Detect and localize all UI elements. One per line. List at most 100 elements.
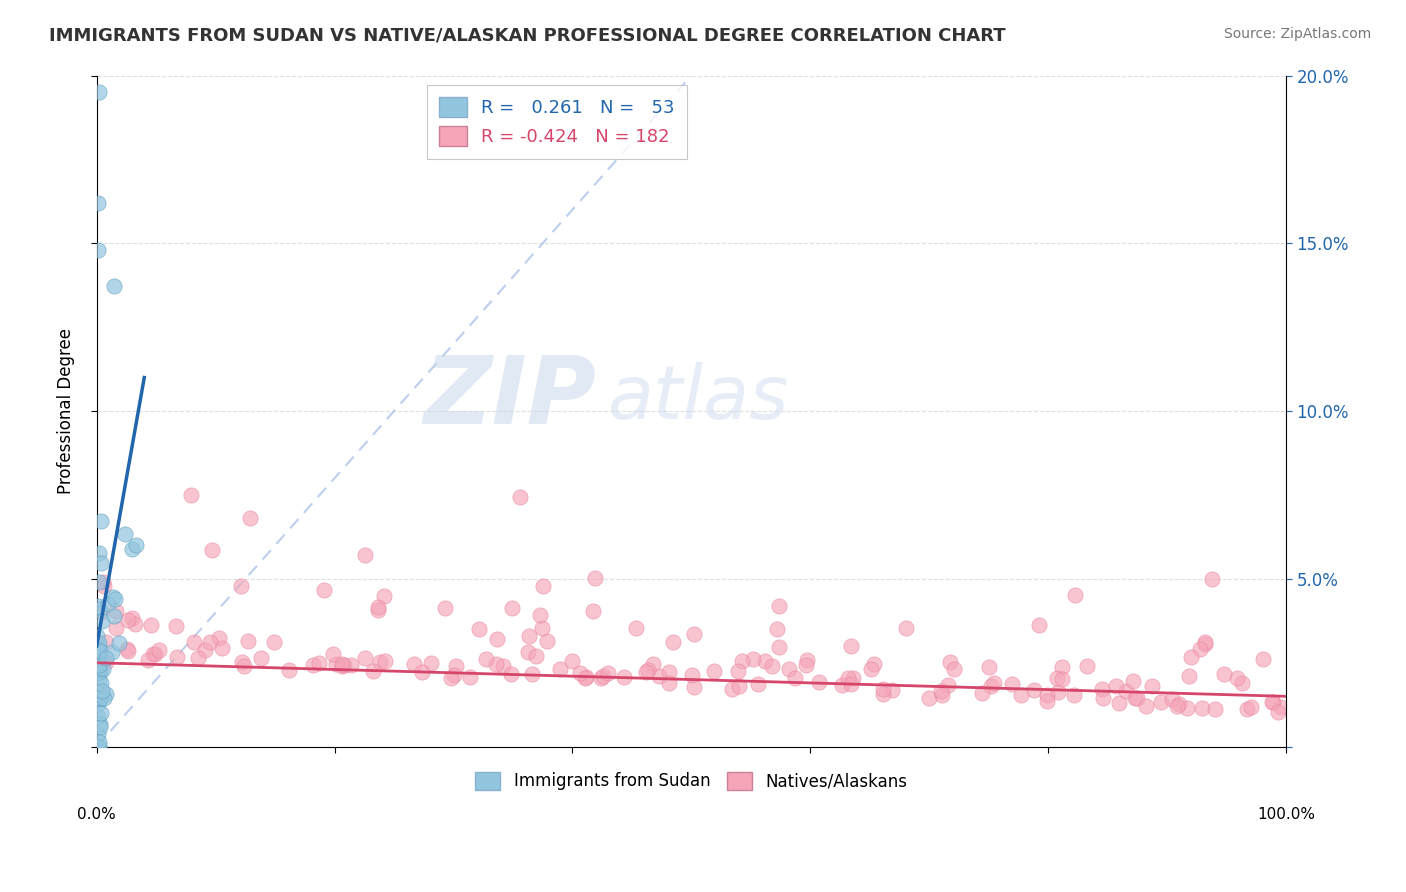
- Point: [931, 688, 953, 702]
- Point: [89, 665, 111, 679]
- Point: [778, 662, 800, 676]
- Point: [101, 645, 124, 659]
- Point: [492, 659, 515, 673]
- Point: [89, 691, 111, 706]
- Point: [1150, 695, 1173, 709]
- Point: [308, 657, 330, 671]
- Point: [301, 658, 323, 673]
- Point: [141, 618, 163, 632]
- Point: [896, 622, 918, 636]
- Point: [87, 599, 110, 613]
- Point: [1230, 675, 1253, 690]
- Point: [859, 662, 882, 676]
- Point: [929, 684, 952, 698]
- Point: [658, 665, 681, 680]
- Point: [1123, 690, 1146, 705]
- Point: [524, 648, 547, 663]
- Point: [94, 650, 117, 665]
- Point: [747, 677, 769, 691]
- Point: [643, 657, 665, 672]
- Point: [880, 683, 903, 698]
- Point: [1267, 705, 1289, 719]
- Point: [404, 657, 426, 671]
- Point: [613, 670, 636, 684]
- Point: [1191, 701, 1213, 715]
- Point: [517, 629, 540, 643]
- Point: [236, 633, 259, 648]
- Point: [89, 739, 111, 753]
- Point: [703, 664, 725, 678]
- Point: [808, 675, 831, 690]
- Point: [1178, 669, 1201, 683]
- Point: [361, 665, 384, 679]
- Point: [374, 654, 396, 668]
- Point: [333, 658, 356, 673]
- Point: [1166, 698, 1188, 713]
- Point: [1122, 674, 1144, 689]
- Point: [443, 668, 465, 682]
- Point: [211, 641, 233, 656]
- Point: [94, 687, 117, 701]
- Point: [87, 575, 110, 590]
- Point: [574, 671, 596, 685]
- Point: [86, 665, 108, 680]
- Point: [536, 634, 558, 648]
- Point: [1188, 642, 1211, 657]
- Point: [89, 720, 111, 734]
- Point: [474, 652, 496, 666]
- Point: [89, 660, 111, 674]
- Point: [1142, 680, 1164, 694]
- Point: [91, 683, 114, 698]
- Text: ZIP: ZIP: [423, 351, 596, 443]
- Point: [634, 665, 657, 679]
- Point: [862, 657, 884, 672]
- Y-axis label: Professional Degree: Professional Degree: [58, 328, 75, 494]
- Point: [1028, 618, 1050, 632]
- Point: [87, 693, 110, 707]
- Point: [1201, 572, 1223, 586]
- Point: [142, 648, 165, 662]
- Point: [979, 660, 1001, 674]
- Point: [90, 690, 112, 705]
- Point: [231, 579, 253, 593]
- Point: [796, 653, 818, 667]
- Point: [1236, 701, 1258, 715]
- Point: [87, 638, 110, 652]
- Point: [87, 727, 110, 741]
- Point: [97, 597, 120, 611]
- Point: [330, 657, 353, 672]
- Point: [529, 607, 551, 622]
- Point: [1076, 659, 1098, 673]
- Point: [143, 647, 166, 661]
- Point: [1261, 695, 1284, 709]
- Point: [550, 662, 572, 676]
- Point: [90, 556, 112, 570]
- Point: [592, 669, 614, 683]
- Point: [233, 659, 256, 673]
- Point: [683, 680, 706, 694]
- Point: [831, 678, 853, 692]
- Point: [117, 613, 139, 627]
- Point: [837, 671, 859, 685]
- Point: [794, 657, 817, 672]
- Point: [87, 673, 110, 688]
- Point: [1091, 681, 1114, 696]
- Point: [468, 622, 491, 636]
- Point: [200, 634, 222, 648]
- Point: [936, 678, 959, 692]
- Point: [125, 538, 148, 552]
- Point: [530, 621, 553, 635]
- Point: [104, 592, 127, 607]
- Point: [1052, 673, 1074, 687]
- Point: [367, 600, 389, 615]
- Point: [1126, 690, 1149, 705]
- Point: [93, 690, 115, 705]
- Point: [1063, 688, 1085, 702]
- Point: [1194, 635, 1216, 649]
- Point: [94, 655, 117, 669]
- Point: [458, 670, 481, 684]
- Point: [872, 682, 894, 697]
- Point: [583, 571, 606, 585]
- Point: [353, 548, 375, 562]
- Point: [509, 491, 531, 505]
